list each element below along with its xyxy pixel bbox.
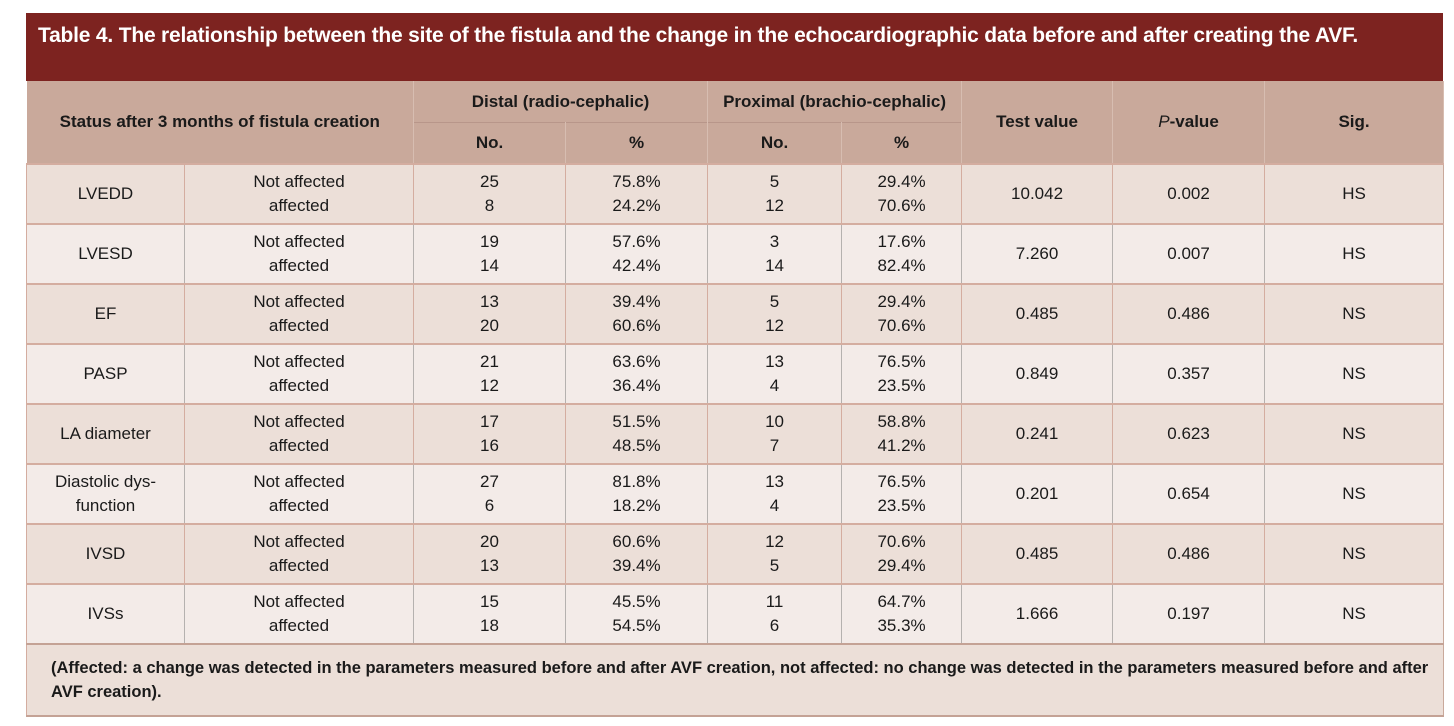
test-value-cell: 0.201: [961, 463, 1114, 524]
distal-no-cell: 25 8: [413, 163, 567, 224]
distal-no-cell: 19 14: [413, 223, 567, 284]
distal-no-cell: 13 20: [413, 283, 567, 344]
table-row: EF Not affected affected 13 20 39.4% 60.6% …: [26, 283, 1445, 344]
header-sig: Sig.: [1264, 81, 1445, 164]
proximal-pct-cell: 64.7% 35.3%: [841, 583, 963, 644]
param-cell: EF: [26, 283, 185, 344]
table-row: LA diameter Not affected affected 17 16 51…: [26, 403, 1445, 464]
status-cell: Not affected affected: [183, 223, 415, 284]
table-row: Diastolic dys-function Not affected affec…: [26, 463, 1445, 524]
distal-pct-cell: 57.6% 42.4%: [565, 223, 709, 284]
table-title: The relationship between the site of the…: [118, 24, 1358, 47]
header-status: Status after 3 months of fistula creatio…: [26, 81, 415, 164]
status-cell: Not affected affected: [183, 463, 415, 524]
sig-cell: NS: [1264, 523, 1445, 584]
param-cell: LVEDD: [26, 163, 185, 224]
proximal-no-cell: 11 6: [707, 583, 843, 644]
table-row: IVSs Not affected affected 15 18 45.5% 54.5…: [26, 583, 1445, 644]
status-cell: Not affected affected: [183, 283, 415, 344]
distal-pct-cell: 39.4% 60.6%: [565, 283, 709, 344]
footnote-row: (Affected: a change was detected in the …: [25, 643, 1445, 717]
sig-cell: HS: [1264, 163, 1445, 224]
proximal-no-cell: 3 14: [707, 223, 843, 284]
distal-no-cell: 15 18: [413, 583, 567, 644]
param-cell: IVSs: [26, 583, 185, 644]
header-distal-no: No.: [413, 122, 567, 164]
proximal-pct-cell: 29.4% 70.6%: [841, 283, 963, 344]
table-caption: Table 4. The relationship between the si…: [26, 13, 1443, 81]
p-value-cell: 0.197: [1112, 583, 1266, 644]
test-value-cell: 0.485: [961, 283, 1114, 344]
p-value-cell: 0.654: [1112, 463, 1266, 524]
proximal-no-cell: 12 5: [707, 523, 843, 584]
proximal-pct-cell: 29.4% 70.6%: [841, 163, 963, 224]
header-proximal: Proximal (brachio-cephalic): [707, 81, 963, 123]
p-value-cell: 0.002: [1112, 163, 1266, 224]
param-cell: Diastolic dys-function: [26, 463, 185, 524]
proximal-pct-cell: 17.6% 82.4%: [841, 223, 963, 284]
proximal-no-cell: 5 12: [707, 283, 843, 344]
header-test-value: Test value: [961, 81, 1114, 164]
p-italic: P: [1158, 112, 1170, 131]
test-value-cell: 0.485: [961, 523, 1114, 584]
sig-cell: NS: [1264, 283, 1445, 344]
header-proximal-pct: %: [841, 122, 963, 164]
p-suffix: -value: [1169, 112, 1219, 131]
distal-no-cell: 21 12: [413, 343, 567, 404]
p-value-cell: 0.486: [1112, 523, 1266, 584]
header-distal-pct: %: [565, 122, 709, 164]
distal-no-cell: 17 16: [413, 403, 567, 464]
p-value-cell: 0.486: [1112, 283, 1266, 344]
proximal-no-cell: 5 12: [707, 163, 843, 224]
sig-cell: NS: [1264, 403, 1445, 464]
test-value-cell: 1.666: [961, 583, 1114, 644]
distal-pct-cell: 60.6% 39.4%: [565, 523, 709, 584]
status-cell: Not affected affected: [183, 403, 415, 464]
table-4: Table 4. The relationship between the si…: [25, 13, 1445, 717]
param-cell: PASP: [26, 343, 185, 404]
distal-no-cell: 20 13: [413, 523, 567, 584]
table-row: LVESD Not affected affected 19 14 57.6% 42.…: [26, 223, 1445, 284]
proximal-no-cell: 13 4: [707, 463, 843, 524]
proximal-pct-cell: 70.6% 29.4%: [841, 523, 963, 584]
proximal-no-cell: 13 4: [707, 343, 843, 404]
p-value-cell: 0.007: [1112, 223, 1266, 284]
distal-pct-cell: 81.8% 18.2%: [565, 463, 709, 524]
status-cell: Not affected affected: [183, 583, 415, 644]
sig-cell: NS: [1264, 583, 1445, 644]
proximal-no-cell: 10 7: [707, 403, 843, 464]
proximal-pct-cell: 58.8% 41.2%: [841, 403, 963, 464]
proximal-pct-cell: 76.5% 23.5%: [841, 463, 963, 524]
p-value-cell: 0.357: [1112, 343, 1266, 404]
table-label: Table 4.: [38, 24, 114, 47]
table-row: LVEDD Not affected affected 25 8 75.8% 24.2…: [26, 163, 1445, 224]
test-value-cell: 0.849: [961, 343, 1114, 404]
param-cell: LVESD: [26, 223, 185, 284]
test-value-cell: 7.260: [961, 223, 1114, 284]
sig-cell: NS: [1264, 343, 1445, 404]
table-footnote: (Affected: a change was detected in the …: [25, 643, 1445, 717]
distal-no-cell: 27 6: [413, 463, 567, 524]
table-row: PASP Not affected affected 21 12 63.6% 36.4…: [26, 343, 1445, 404]
test-value-cell: 0.241: [961, 403, 1114, 464]
distal-pct-cell: 45.5% 54.5%: [565, 583, 709, 644]
sig-cell: NS: [1264, 463, 1445, 524]
param-cell: IVSD: [26, 523, 185, 584]
test-value-cell: 10.042: [961, 163, 1114, 224]
distal-pct-cell: 51.5% 48.5%: [565, 403, 709, 464]
distal-pct-cell: 75.8% 24.2%: [565, 163, 709, 224]
sig-cell: HS: [1264, 223, 1445, 284]
header-p-value: P-value: [1112, 81, 1266, 164]
distal-pct-cell: 63.6% 36.4%: [565, 343, 709, 404]
header-distal: Distal (radio-cephalic): [413, 81, 709, 123]
header-proximal-no: No.: [707, 122, 843, 164]
status-cell: Not affected affected: [183, 343, 415, 404]
proximal-pct-cell: 76.5% 23.5%: [841, 343, 963, 404]
p-value-cell: 0.623: [1112, 403, 1266, 464]
status-cell: Not affected affected: [183, 523, 415, 584]
param-cell: LA diameter: [26, 403, 185, 464]
table-row: IVSD Not affected affected 20 13 60.6% 39.4…: [26, 523, 1445, 584]
data-table: Status after 3 months of fistula creatio…: [25, 81, 1445, 717]
status-cell: Not affected affected: [183, 163, 415, 224]
